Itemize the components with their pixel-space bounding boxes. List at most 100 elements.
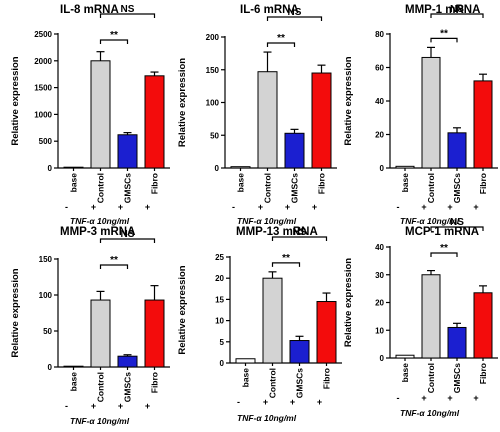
treatment-sign: - xyxy=(232,202,235,212)
treatment-sign: - xyxy=(65,401,68,411)
treatment-label: TNF-α 10ng/ml xyxy=(70,416,130,426)
category-label: base xyxy=(400,363,410,383)
y-tick-label: 10 xyxy=(375,326,384,335)
category-label: Fibro xyxy=(150,173,160,194)
bar-base xyxy=(230,166,251,169)
y-tick-label: 20 xyxy=(375,299,384,308)
treatment-label: TNF-α 10ng/ml xyxy=(400,216,460,226)
significance-label: ** xyxy=(110,30,118,41)
y-tick-label: 1000 xyxy=(34,110,52,119)
treatment-sign: + xyxy=(263,397,268,407)
y-tick-label: 80 xyxy=(375,30,384,39)
bar-fibro xyxy=(473,80,493,169)
bar-control xyxy=(262,277,283,364)
category-label: Fibro xyxy=(322,368,332,389)
y-tick-label: 40 xyxy=(375,97,384,106)
treatment-sign: + xyxy=(118,202,123,212)
y-tick-label: 0 xyxy=(380,354,385,363)
category-label: Control xyxy=(426,363,436,393)
significance-bracket xyxy=(430,13,484,18)
y-tick-label: 5 xyxy=(220,338,225,347)
category-label: GMSCs xyxy=(123,372,133,403)
y-tick-label: 500 xyxy=(39,137,53,146)
category-label: GMSCs xyxy=(452,363,462,394)
bar-base xyxy=(395,165,415,169)
y-tick-label: 40 xyxy=(375,243,384,252)
y-axis-label: Relative expression xyxy=(177,265,188,354)
bar-control xyxy=(421,56,441,169)
bar-gmscs xyxy=(447,132,467,169)
significance-bracket xyxy=(99,39,129,44)
treatment-sign: + xyxy=(447,393,452,403)
significance-label: NS xyxy=(450,217,464,228)
chart-title: MMP-1 mRNA xyxy=(405,4,480,16)
y-tick-label: 0 xyxy=(48,164,53,173)
bar-base xyxy=(63,166,84,169)
significance-label: NS xyxy=(121,4,135,15)
bar-gmscs xyxy=(289,340,310,364)
category-label: GMSCs xyxy=(290,173,300,204)
significance-label: NS xyxy=(288,7,302,18)
y-axis-label: Relative expression xyxy=(343,56,354,145)
category-label: Control xyxy=(96,372,106,402)
category-label: Fibro xyxy=(478,363,488,384)
significance-label: ** xyxy=(440,243,448,254)
chart-title: MCP-1 mRNA xyxy=(405,226,479,238)
treatment-sign: + xyxy=(285,202,290,212)
treatment-sign: + xyxy=(91,202,96,212)
chart-panel-6: MCP-1 mRNA Relative expression 0 10 20 30 40 ba… xyxy=(343,217,498,418)
bar-gmscs xyxy=(447,326,467,359)
chart-title: IL-6 mRNA xyxy=(240,4,299,16)
significance-label: NS xyxy=(121,229,135,240)
y-axis-label: Relative expression xyxy=(10,56,21,145)
category-label: base xyxy=(69,173,79,193)
y-tick-label: 1500 xyxy=(34,84,52,93)
y-tick-label: 0 xyxy=(215,164,220,173)
y-tick-label: 2500 xyxy=(34,30,52,39)
significance-bracket xyxy=(430,226,484,231)
treatment-label: TNF-α 10ng/ml xyxy=(237,413,297,423)
bar-control xyxy=(90,299,111,368)
bar-fibro xyxy=(144,75,165,169)
y-tick-label: 10 xyxy=(215,317,224,326)
y-axis-label: Relative expression xyxy=(177,58,188,147)
significance-label: ** xyxy=(277,33,285,44)
y-axis-label: Relative expression xyxy=(343,258,354,347)
significance-bracket xyxy=(99,264,129,269)
treatment-sign: + xyxy=(258,202,263,212)
y-tick-label: 150 xyxy=(39,255,53,264)
y-tick-label: 50 xyxy=(210,131,219,140)
bar-gmscs xyxy=(117,134,138,169)
significance-bracket xyxy=(99,238,156,243)
bar-base xyxy=(235,358,256,364)
bar-control xyxy=(257,71,278,169)
bar-control xyxy=(90,60,111,169)
significance-bracket xyxy=(266,42,296,47)
y-tick-label: 20 xyxy=(215,274,224,283)
significance-label: NS xyxy=(450,4,464,15)
category-label: base xyxy=(241,368,251,388)
category-label: base xyxy=(236,173,246,193)
significance-bracket xyxy=(430,37,458,43)
y-tick-label: 60 xyxy=(375,64,384,73)
y-tick-label: 20 xyxy=(375,131,384,140)
category-label: Fibro xyxy=(317,173,327,194)
category-label: Control xyxy=(96,173,106,203)
bar-base xyxy=(63,365,84,368)
y-tick-label: 15 xyxy=(215,295,224,304)
y-tick-label: 0 xyxy=(220,359,225,368)
bar-fibro xyxy=(144,299,165,368)
bar-fibro xyxy=(316,301,337,364)
treatment-sign: - xyxy=(397,393,400,403)
bar-fibro xyxy=(311,72,332,169)
treatment-sign: + xyxy=(473,393,478,403)
significance-bracket xyxy=(266,16,323,21)
y-tick-label: 2000 xyxy=(34,57,52,66)
category-label: base xyxy=(400,173,410,193)
treatment-sign: - xyxy=(397,202,400,212)
treatment-sign: + xyxy=(421,202,426,212)
bar-base xyxy=(395,354,415,359)
y-tick-label: 200 xyxy=(206,33,220,42)
significance-bracket xyxy=(271,236,328,241)
